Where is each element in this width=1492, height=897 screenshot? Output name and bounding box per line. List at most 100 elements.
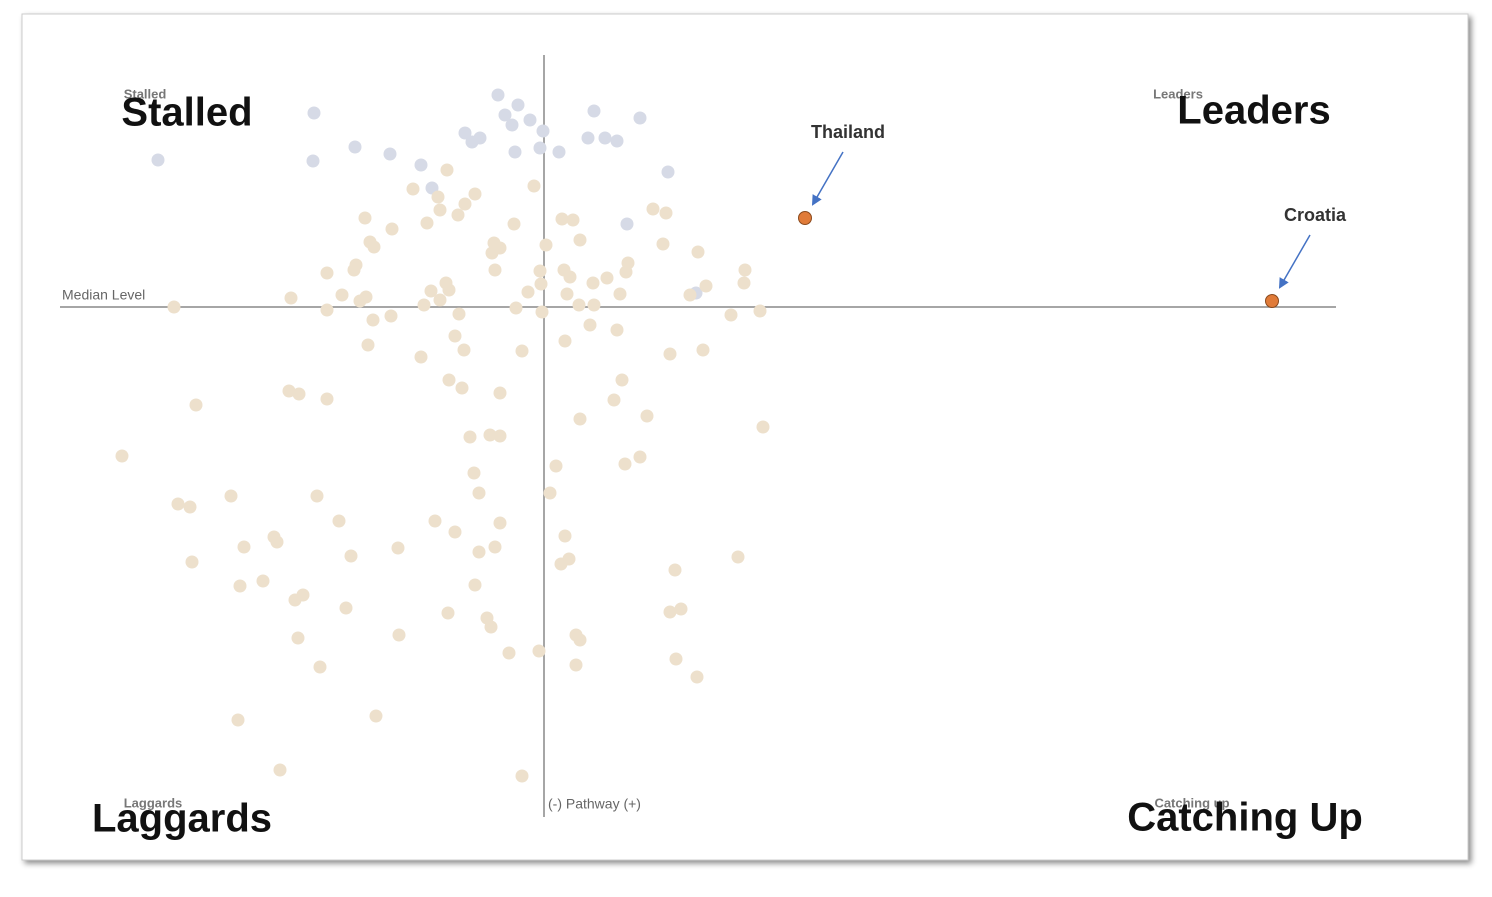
point bbox=[320, 303, 334, 317]
point bbox=[610, 323, 624, 337]
point bbox=[699, 279, 713, 293]
point bbox=[674, 602, 688, 616]
point bbox=[738, 263, 752, 277]
point bbox=[167, 300, 181, 314]
point bbox=[431, 190, 445, 204]
point bbox=[414, 350, 428, 364]
point bbox=[598, 131, 612, 145]
point bbox=[613, 287, 627, 301]
point bbox=[527, 179, 541, 193]
point bbox=[452, 307, 466, 321]
point bbox=[523, 113, 537, 127]
point bbox=[618, 457, 632, 471]
point bbox=[586, 276, 600, 290]
point bbox=[756, 420, 770, 434]
point bbox=[441, 606, 455, 620]
point bbox=[366, 313, 380, 327]
point bbox=[472, 486, 486, 500]
point bbox=[696, 343, 710, 357]
point bbox=[270, 535, 284, 549]
point bbox=[183, 500, 197, 514]
point bbox=[288, 593, 302, 607]
point bbox=[753, 304, 767, 318]
point bbox=[619, 265, 633, 279]
point bbox=[539, 238, 553, 252]
point bbox=[1265, 294, 1279, 308]
point bbox=[115, 449, 129, 463]
point bbox=[406, 182, 420, 196]
point bbox=[455, 381, 469, 395]
point bbox=[292, 387, 306, 401]
point bbox=[468, 578, 482, 592]
point bbox=[440, 163, 454, 177]
point bbox=[521, 285, 535, 299]
point bbox=[640, 409, 654, 423]
point bbox=[646, 202, 660, 216]
point bbox=[587, 104, 601, 118]
point bbox=[472, 545, 486, 559]
point bbox=[383, 147, 397, 161]
median-label: Median Level bbox=[62, 287, 145, 303]
point bbox=[465, 135, 479, 149]
point bbox=[558, 334, 572, 348]
point bbox=[515, 344, 529, 358]
point bbox=[581, 131, 595, 145]
point bbox=[798, 211, 812, 225]
point bbox=[683, 288, 697, 302]
point bbox=[656, 237, 670, 251]
point bbox=[391, 541, 405, 555]
point bbox=[291, 631, 305, 645]
point bbox=[555, 212, 569, 226]
point bbox=[339, 601, 353, 615]
quadrant-label: Laggards bbox=[124, 795, 183, 810]
point bbox=[533, 141, 547, 155]
point bbox=[185, 555, 199, 569]
point bbox=[533, 264, 547, 278]
point bbox=[273, 763, 287, 777]
point bbox=[558, 529, 572, 543]
pathway-label: (-) Pathway (+) bbox=[548, 796, 641, 812]
point bbox=[237, 540, 251, 554]
point bbox=[313, 660, 327, 674]
point bbox=[668, 563, 682, 577]
annotation: Croatia bbox=[1284, 205, 1347, 225]
point bbox=[485, 246, 499, 260]
quadrant-title: Leaders bbox=[1177, 89, 1330, 133]
point bbox=[442, 373, 456, 387]
point bbox=[534, 277, 548, 291]
point bbox=[344, 549, 358, 563]
point bbox=[442, 283, 456, 297]
point bbox=[458, 126, 472, 140]
point bbox=[515, 769, 529, 783]
point bbox=[569, 658, 583, 672]
quadrant-label: Stalled bbox=[124, 86, 167, 101]
point bbox=[669, 652, 683, 666]
point bbox=[458, 197, 472, 211]
point bbox=[361, 338, 375, 352]
point bbox=[369, 709, 383, 723]
point bbox=[384, 309, 398, 323]
quadrant-label: Leaders bbox=[1153, 86, 1203, 101]
point bbox=[493, 516, 507, 530]
point bbox=[320, 392, 334, 406]
point bbox=[573, 633, 587, 647]
point bbox=[535, 305, 549, 319]
point bbox=[433, 293, 447, 307]
point bbox=[659, 206, 673, 220]
point bbox=[433, 203, 447, 217]
point bbox=[392, 628, 406, 642]
point bbox=[690, 670, 704, 684]
point bbox=[532, 644, 546, 658]
point bbox=[171, 497, 185, 511]
point bbox=[511, 98, 525, 112]
quadrant-title: Catching Up bbox=[1127, 796, 1363, 840]
point bbox=[417, 298, 431, 312]
quadrant-title: Stalled bbox=[121, 91, 252, 135]
point bbox=[428, 514, 442, 528]
annotation-arrow bbox=[1278, 234, 1311, 289]
point bbox=[282, 384, 296, 398]
point bbox=[284, 291, 298, 305]
point bbox=[610, 134, 624, 148]
